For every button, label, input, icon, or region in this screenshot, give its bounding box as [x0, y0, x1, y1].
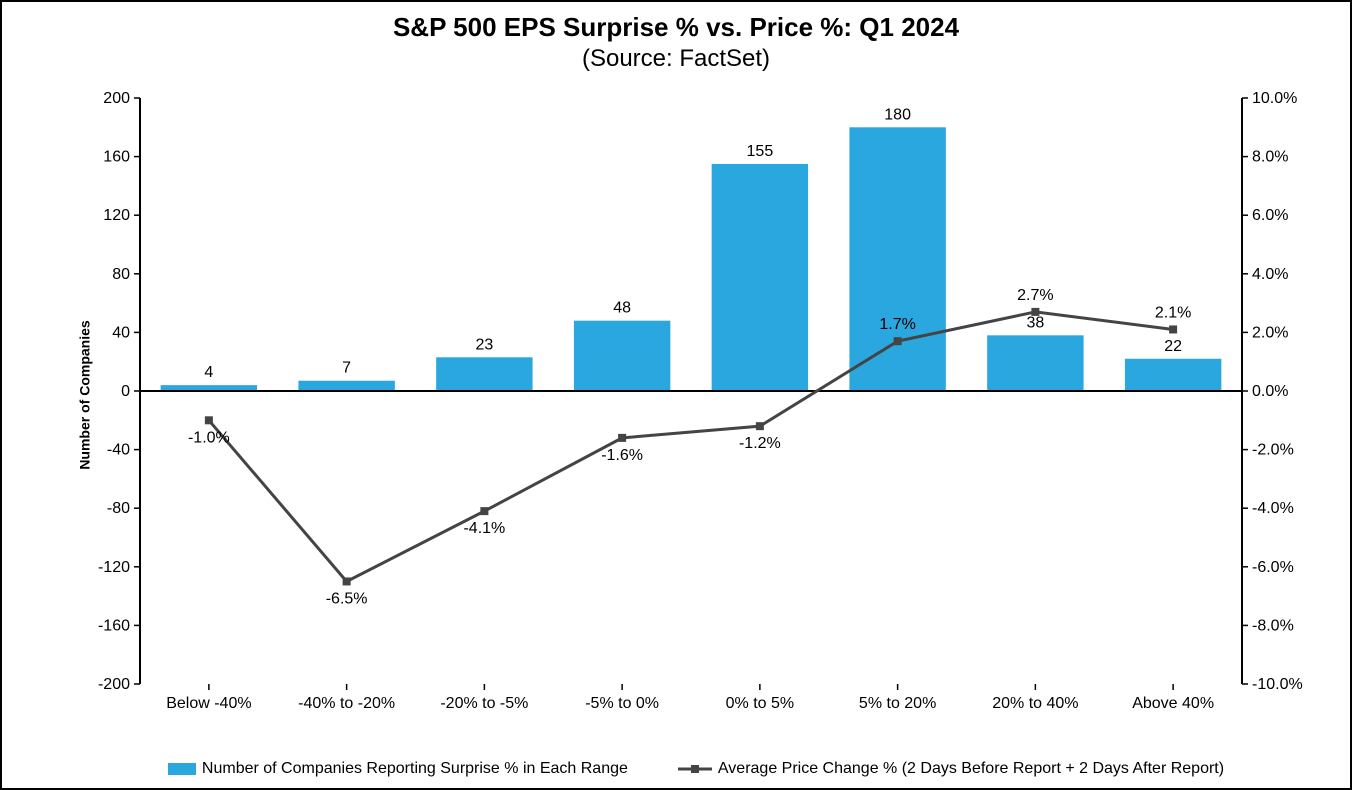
y-right-tick-label: 4.0% [1252, 266, 1288, 283]
bar-label: 4 [204, 364, 213, 381]
y-right-tick-label: -6.0% [1252, 559, 1294, 576]
bar-label: 38 [1026, 314, 1044, 331]
bar-label: 48 [613, 300, 631, 317]
bar [712, 164, 808, 391]
y-left-tick-label: -80 [107, 500, 130, 517]
category-label: -5% to 0% [585, 695, 659, 712]
category-label: -20% to -5% [440, 695, 528, 712]
bar-label: 7 [342, 360, 351, 377]
line-marker [618, 434, 626, 442]
legend-item-line: Average Price Change % (2 Days Before Re… [678, 760, 1224, 778]
bar [574, 321, 670, 391]
y-right-tick-label: 6.0% [1252, 207, 1288, 224]
line-value-label: 1.7% [879, 316, 915, 333]
line-marker [1031, 308, 1039, 316]
bar-label: 23 [475, 336, 493, 353]
chart-title: S&P 500 EPS Surprise % vs. Price %: Q1 2… [2, 12, 1350, 43]
line-value-label: 2.7% [1017, 287, 1053, 304]
y-right-tick-label: -8.0% [1252, 617, 1294, 634]
y-right-tick-label: 8.0% [1252, 149, 1288, 166]
category-label: Above 40% [1132, 695, 1214, 712]
legend-label-line: Average Price Change % (2 Days Before Re… [718, 760, 1224, 778]
y-right-tick-label: -2.0% [1252, 442, 1294, 459]
line-value-label: -6.5% [326, 590, 368, 607]
y-right-tick-label: -4.0% [1252, 500, 1294, 517]
legend-label-bars: Number of Companies Reporting Surprise %… [202, 760, 628, 778]
y-right-tick-label: 10.0% [1252, 90, 1297, 107]
legend: Number of Companies Reporting Surprise %… [92, 760, 1300, 778]
line-value-label: -1.2% [739, 435, 781, 452]
y-left-tick-label: 200 [103, 90, 130, 107]
plot-area: 4 7 23 48 155 180 38 22 -200 -160 -120 -80 -40 0 40 80 1… [92, 92, 1300, 718]
legend-swatch-line [678, 762, 712, 776]
line-marker [480, 507, 488, 515]
bar-label: 22 [1164, 338, 1182, 355]
y-left-tick-label: 160 [103, 149, 130, 166]
y-axis-left-label: Number of Companies [77, 320, 93, 469]
line-marker [343, 577, 351, 585]
line-marker [894, 337, 902, 345]
category-label: Below -40% [166, 695, 251, 712]
y-left-tick-label: -120 [98, 559, 130, 576]
chart-subtitle: (Source: FactSet) [2, 45, 1350, 73]
y-left-tick-label: -200 [98, 676, 130, 693]
y-left-tick-label: 120 [103, 207, 130, 224]
plot-svg: 4 7 23 48 155 180 38 22 -200 -160 -120 -80 -40 0 40 80 1… [92, 92, 1300, 718]
line-marker [756, 422, 764, 430]
bar [298, 381, 394, 391]
category-label: 20% to 40% [992, 695, 1078, 712]
bar [436, 357, 532, 391]
line-marker [205, 416, 213, 424]
y-left-tick-label: 0 [121, 383, 130, 400]
y-right-tick-label: 0.0% [1252, 383, 1288, 400]
y-right-tick-label: 2.0% [1252, 324, 1288, 341]
line-value-label: 2.1% [1155, 304, 1191, 321]
y-left-tick-label: 40 [112, 324, 130, 341]
y-left-tick-label: 80 [112, 266, 130, 283]
chart-titles: S&P 500 EPS Surprise % vs. Price %: Q1 2… [2, 2, 1350, 73]
category-label: -40% to -20% [298, 695, 395, 712]
y-left-tick-label: -40 [107, 442, 130, 459]
line-marker [1169, 325, 1177, 333]
bar-label: 180 [884, 106, 911, 123]
bar [1125, 359, 1221, 391]
legend-swatch-bar [168, 763, 196, 775]
bar-label: 155 [747, 143, 774, 160]
legend-item-bars: Number of Companies Reporting Surprise %… [168, 760, 628, 778]
category-label: 5% to 20% [859, 695, 936, 712]
bar [987, 335, 1083, 391]
category-label: 0% to 5% [726, 695, 794, 712]
bar [849, 127, 945, 391]
line-value-label: -4.1% [463, 520, 505, 537]
line-value-label: -1.0% [188, 429, 230, 446]
y-right-tick-label: -10.0% [1252, 676, 1303, 693]
chart-container: S&P 500 EPS Surprise % vs. Price %: Q1 2… [0, 0, 1352, 790]
y-left-tick-label: -160 [98, 617, 130, 634]
line-value-label: -1.6% [601, 447, 643, 464]
